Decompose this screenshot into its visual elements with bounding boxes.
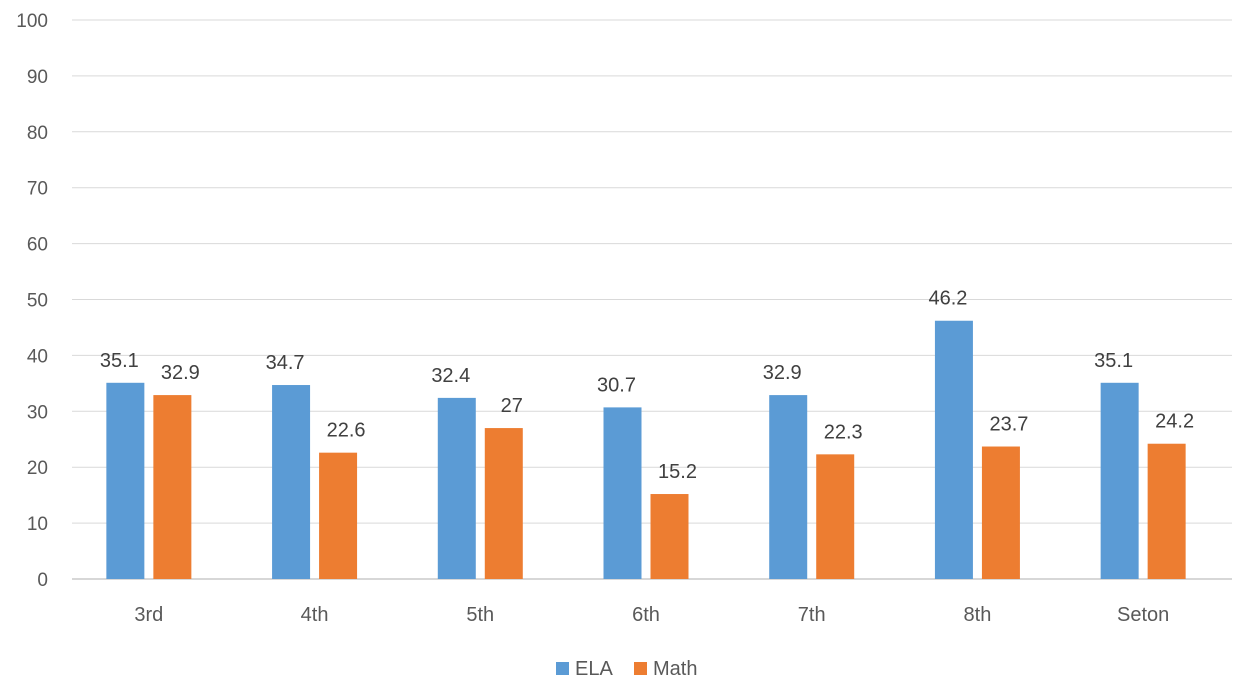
x-category-label: 4th (301, 604, 329, 626)
data-label-ela-3rd: 35.1 (100, 350, 139, 372)
y-tick-label: 40 (27, 346, 48, 367)
data-label-ela-7th: 32.9 (763, 362, 802, 384)
data-label-math-seton: 24.2 (1155, 411, 1194, 433)
legend-label-math: Math (653, 658, 697, 680)
data-label-ela-4th: 34.7 (266, 352, 305, 374)
bar-ela-4th (272, 385, 311, 579)
y-tick-label: 30 (27, 402, 48, 423)
y-tick-label: 50 (27, 291, 48, 312)
bar-math-7th (816, 454, 855, 579)
y-tick-label: 90 (27, 67, 48, 88)
data-label-math-3rd: 32.9 (161, 362, 200, 384)
bar-ela-5th (437, 397, 476, 579)
y-tick-label: 80 (27, 123, 48, 144)
data-label-math-8th: 23.7 (989, 414, 1028, 436)
y-tick-label: 0 (37, 570, 48, 591)
bar-ela-7th (769, 395, 808, 579)
data-label-math-6th: 15.2 (658, 461, 697, 483)
y-tick-label: 10 (27, 514, 48, 535)
x-category-label: 3rd (134, 604, 163, 626)
legend-swatch-ela (556, 662, 569, 675)
data-label-ela-seton: 35.1 (1094, 350, 1133, 372)
bar-ela-seton (1100, 382, 1139, 579)
data-label-ela-5th: 32.4 (431, 365, 470, 387)
x-axis-category-labels: 3rd 4th 5th 6th 7th 8th Seton (134, 604, 1169, 626)
data-labels: 35.1 32.9 34.7 22.6 32.4 27 30.7 15.2 32.9 22.3 46… (100, 288, 1194, 483)
bars (106, 320, 1186, 579)
data-label-ela-6th: 30.7 (597, 374, 636, 396)
y-tick-label: 20 (27, 458, 48, 479)
bar-ela-6th (603, 407, 642, 579)
y-axis-tick-labels: 0 10 20 30 40 50 60 70 80 90 100 (16, 11, 48, 591)
x-category-label: 7th (798, 604, 826, 626)
legend-label-ela: ELA (575, 658, 613, 680)
data-label-math-4th: 22.6 (327, 420, 366, 442)
gridlines (72, 19, 1232, 580)
legend-swatch-math (634, 662, 647, 675)
bar-ela-8th (934, 320, 973, 579)
bar-math-8th (981, 446, 1020, 579)
y-tick-label: 100 (16, 11, 48, 32)
y-tick-label: 70 (27, 179, 48, 200)
bar-math-3rd (153, 395, 192, 579)
data-label-math-5th: 27 (501, 395, 523, 417)
data-label-ela-8th: 46.2 (928, 288, 967, 310)
x-category-label: 5th (466, 604, 494, 626)
bar-math-4th (319, 452, 358, 579)
data-label-math-7th: 22.3 (824, 421, 863, 443)
bar-math-6th (650, 494, 689, 579)
y-tick-label: 60 (27, 235, 48, 256)
x-category-label: 8th (964, 604, 992, 626)
bar-math-seton (1147, 443, 1186, 579)
x-category-label: Seton (1117, 604, 1169, 626)
bar-ela-3rd (106, 382, 145, 579)
bar-math-5th (484, 428, 523, 579)
legend: ELA Math (556, 658, 697, 680)
x-category-label: 6th (632, 604, 660, 626)
